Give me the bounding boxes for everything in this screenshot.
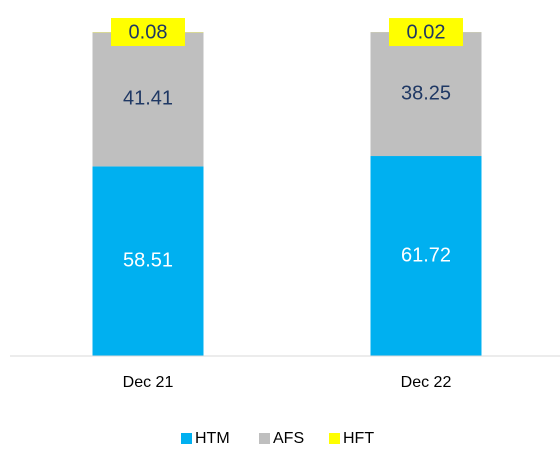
legend-swatch xyxy=(259,433,270,444)
data-label: 61.72 xyxy=(401,244,451,266)
legend-label: AFS xyxy=(273,430,304,447)
data-label: 58.51 xyxy=(123,249,173,271)
data-label-box xyxy=(389,18,463,47)
bar-segment xyxy=(370,156,482,356)
legend-label: HTM xyxy=(195,430,230,447)
data-label-box xyxy=(111,18,185,46)
x-tick-label: Dec 22 xyxy=(401,374,452,391)
bar-segment xyxy=(92,32,204,167)
data-label: 0.08 xyxy=(129,21,168,43)
data-label: 38.25 xyxy=(401,82,451,104)
legend-label: HFT xyxy=(343,430,374,447)
legend-swatch xyxy=(329,433,340,444)
x-tick-label: Dec 21 xyxy=(123,374,174,391)
data-label: 41.41 xyxy=(123,88,173,110)
bar-segment xyxy=(370,32,482,157)
data-label: 0.02 xyxy=(407,21,446,43)
bar-segment xyxy=(92,166,204,356)
legend-swatch xyxy=(181,433,192,444)
